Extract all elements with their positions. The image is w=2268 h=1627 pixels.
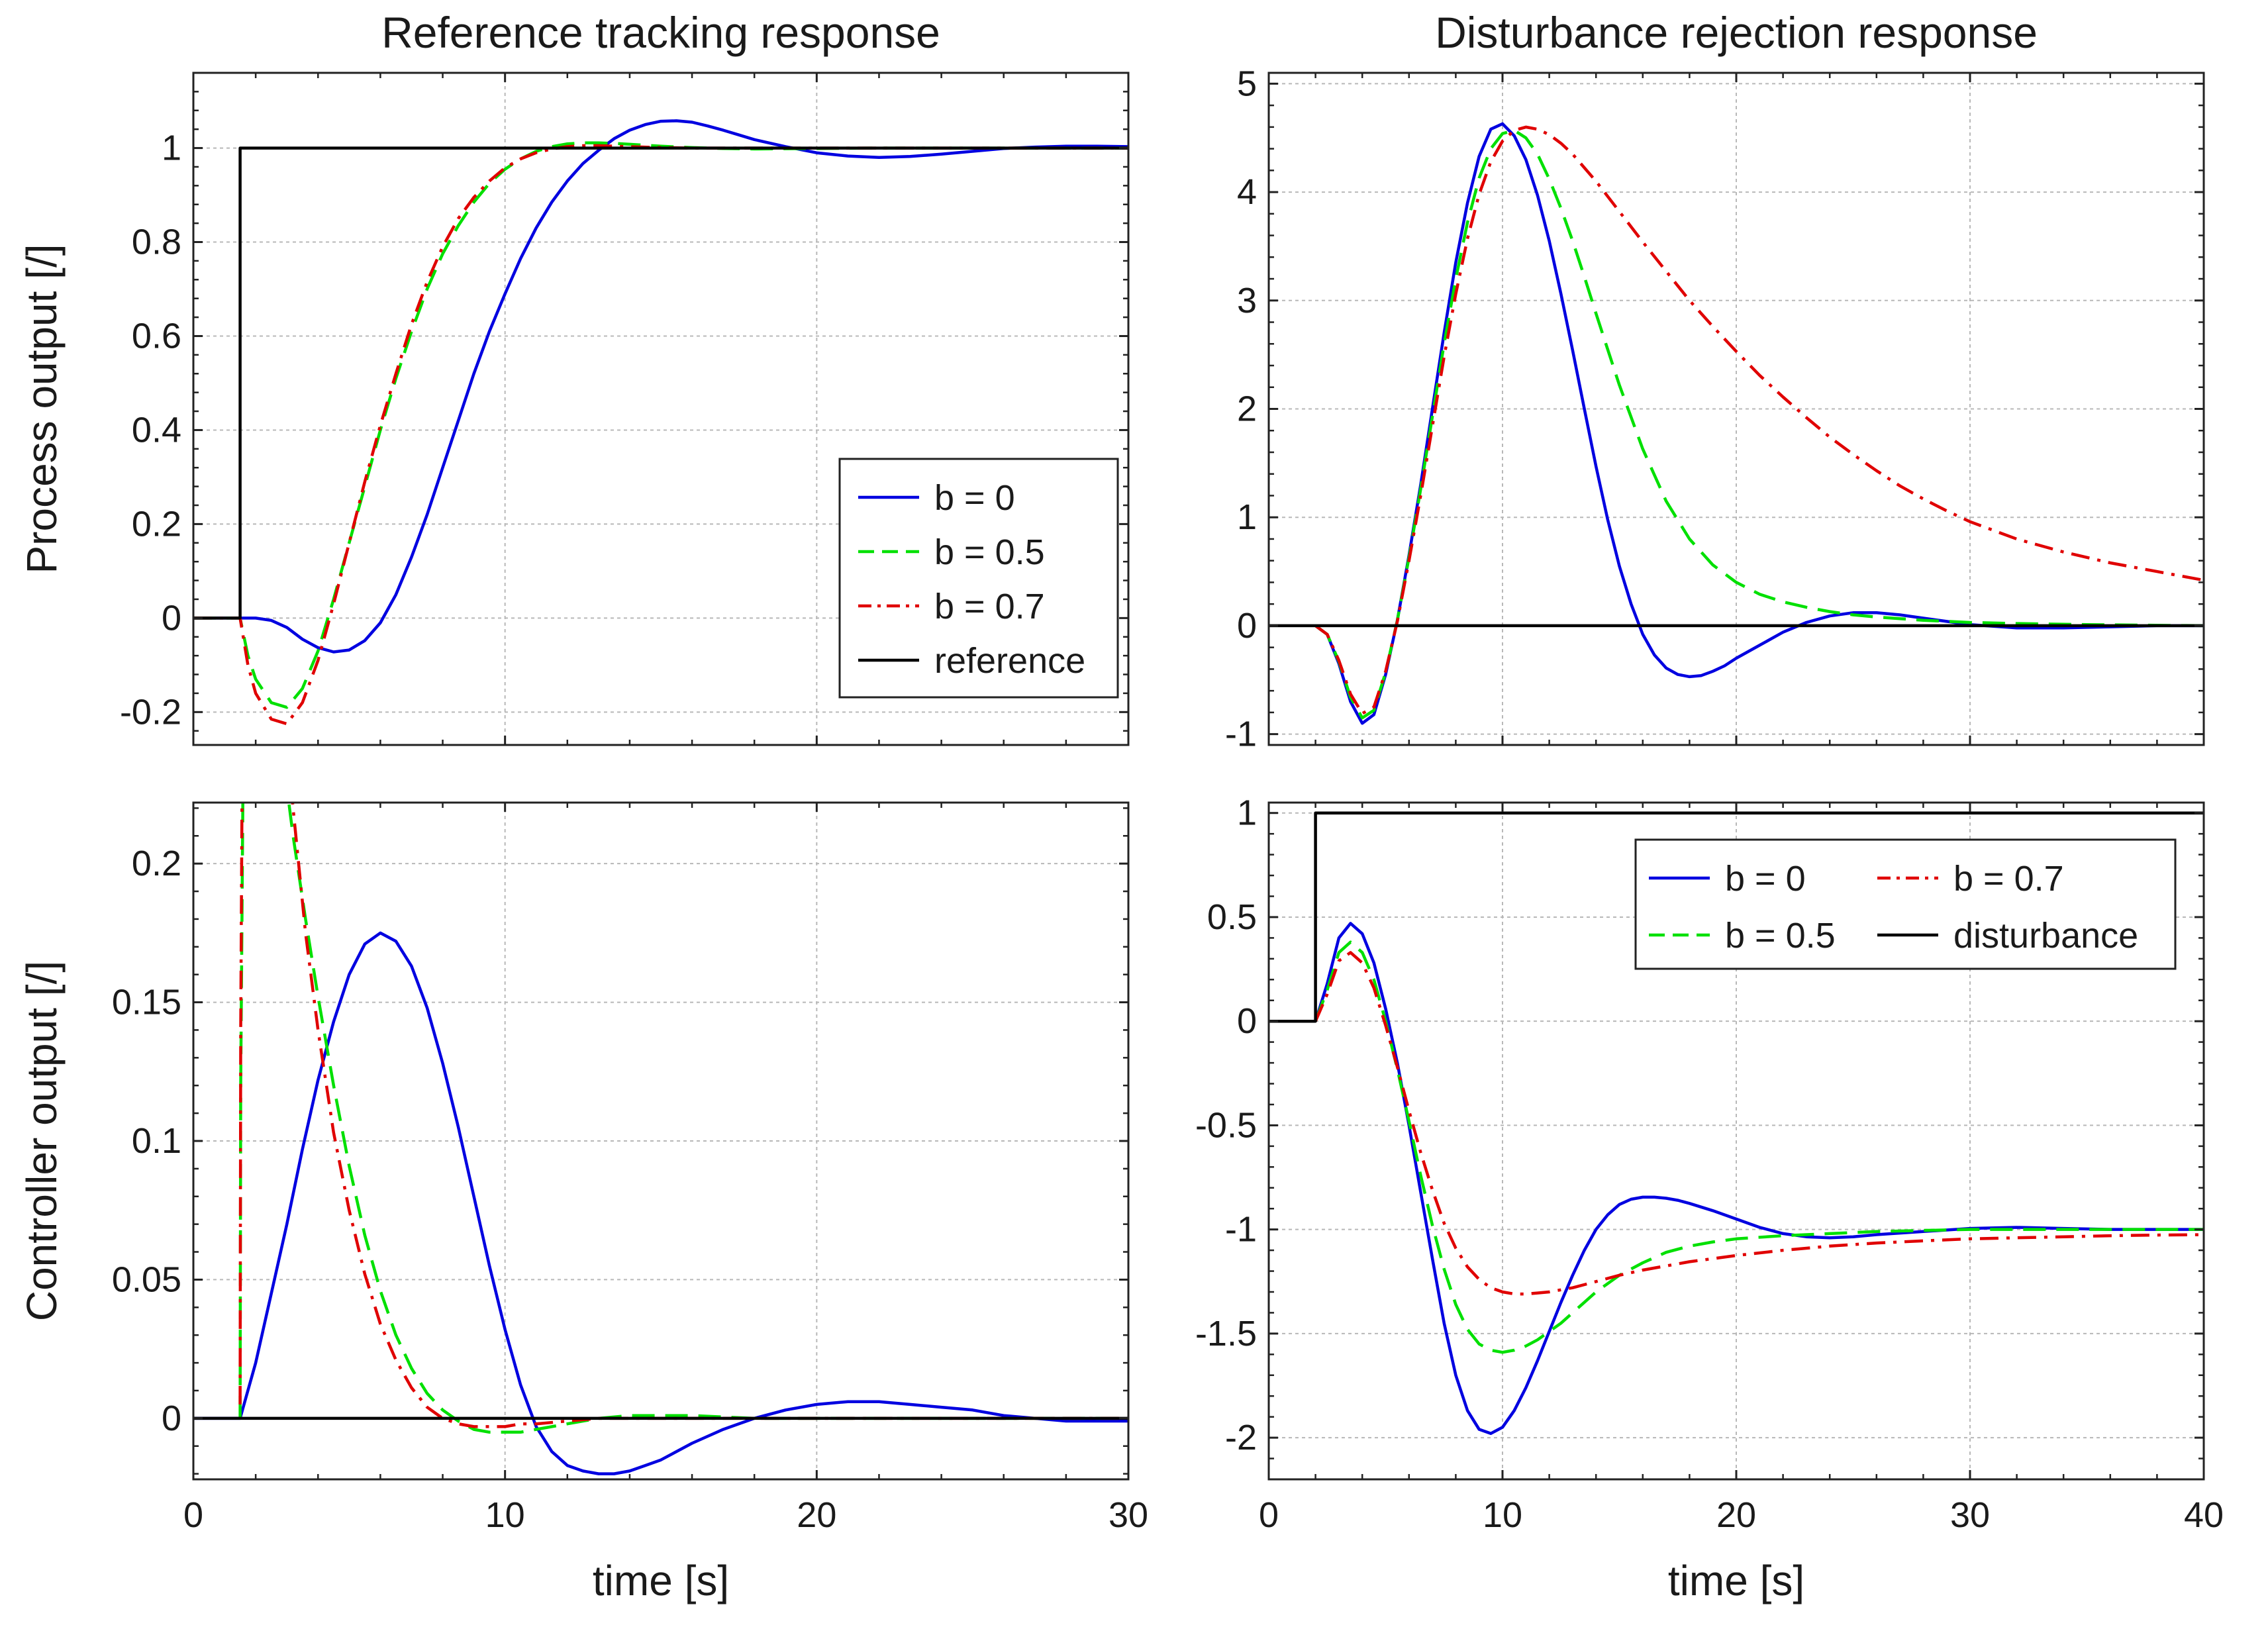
y-tick-label: 0.2 [132,844,181,883]
legend-label: b = 0.5 [934,532,1045,572]
y-tick-label: 0.8 [132,222,181,262]
y-tick-label: 0 [1237,1001,1257,1041]
y-tick-label: 0 [162,598,181,638]
y-tick-label: 0.5 [1207,897,1257,937]
x-tick-label: 40 [2184,1495,2224,1535]
legend: b = 0 b = 0.5 b = 0.7 disturbance [1634,838,2177,970]
chart-panel-ref_control: 0 10 20 30 0 0.05 0.1 0.15 0.2 time [s] Controller… [18,801,1148,1604]
series-group [1269,122,2204,725]
legend-entry: b = 0 [1649,859,1806,899]
y-tick-label: 3 [1237,281,1257,320]
y-tick-label: -0.5 [1195,1105,1257,1145]
legend-entry: b = 0 [858,478,1015,518]
y-tick-label: -1 [1225,1210,1257,1250]
y-tick-label: 4 [1237,172,1257,212]
legend-label: b = 0 [934,478,1015,518]
legend-entry: disturbance [1877,916,2138,956]
x-tick-label: 10 [485,1495,525,1535]
legend-entry: b = 0.5 [1649,916,1836,956]
legend-entry: b = 0.7 [858,587,1045,626]
y-tick-label: -1 [1225,715,1257,754]
y-tick-label: -1.5 [1195,1314,1257,1354]
series-line-b-0 [193,119,1128,654]
series-group [1269,811,2204,1436]
series-line-b-0-5 [238,803,1128,1434]
y-tick-label: 1 [1237,497,1257,537]
legend-entry: b = 0.7 [1877,859,2064,899]
y-tick-label: 0.6 [132,316,181,356]
legend-label: reference [934,641,1085,681]
chart-panel-dist_output: -1 0 1 2 3 4 5 Disturbance rejection response [1225,8,2205,754]
x-tick-label: 10 [1483,1495,1522,1535]
x-tick-label: 20 [797,1495,836,1535]
y-tick-label: 5 [1237,64,1257,103]
legend-entry: reference [858,641,1085,681]
y-axis-label: Controller output [/] [18,961,66,1321]
legend-label: disturbance [1953,916,2138,956]
x-tick-label: 30 [1109,1495,1148,1535]
y-tick-label: 0.4 [132,410,181,450]
series-line-b-0 [193,931,1128,1475]
y-tick-label: 2 [1237,389,1257,429]
series-line-b-0-7 [1314,951,2204,1296]
y-tick-label: 0 [162,1399,181,1438]
y-tick-label: 1 [162,128,181,168]
series-group [193,119,1128,726]
y-tick-label: 0.05 [112,1259,181,1299]
series-group [193,803,1128,1475]
y-tick-label: 0 [1237,606,1257,646]
series-line-reference [193,146,1128,620]
legend-box [1634,838,2177,970]
x-tick-label: 0 [183,1495,203,1535]
y-tick-label: -2 [1225,1418,1257,1457]
y-tick-label: -0.2 [120,692,181,732]
legend-label: b = 0.7 [934,587,1045,626]
chart-panel-ref_output: -0.2 0 0.2 0.4 0.6 0.8 1 Reference tracking res… [18,8,1130,746]
plot-area [1269,73,2204,745]
x-tick-label: 30 [1950,1495,1990,1535]
chart-title: Disturbance rejection response [1435,8,2038,57]
legend-entry: b = 0.5 [858,532,1045,572]
y-tick-label: 0.2 [132,504,181,544]
chart-title: Reference tracking response [381,8,940,57]
legend: b = 0 b = 0.5 b = 0.7 reference [838,458,1119,699]
y-axis-label: Process output [/] [18,244,66,573]
legend-label: b = 0.7 [1953,859,2064,899]
x-tick-label: 20 [1716,1495,1756,1535]
x-tick-label: 0 [1259,1495,1279,1535]
plot-area [193,803,1128,1479]
y-tick-label: 0.15 [112,983,181,1022]
y-tick-label: 1 [1237,793,1257,833]
x-axis-label: time [s] [593,1557,729,1604]
x-axis-label: time [s] [1668,1557,1804,1604]
legend-label: b = 0 [1725,859,1806,899]
y-tick-label: 0.1 [132,1121,181,1161]
series-line-disturbance [1269,811,2204,1023]
legend-label: b = 0.5 [1725,916,1836,956]
plot-frame [192,72,1130,746]
